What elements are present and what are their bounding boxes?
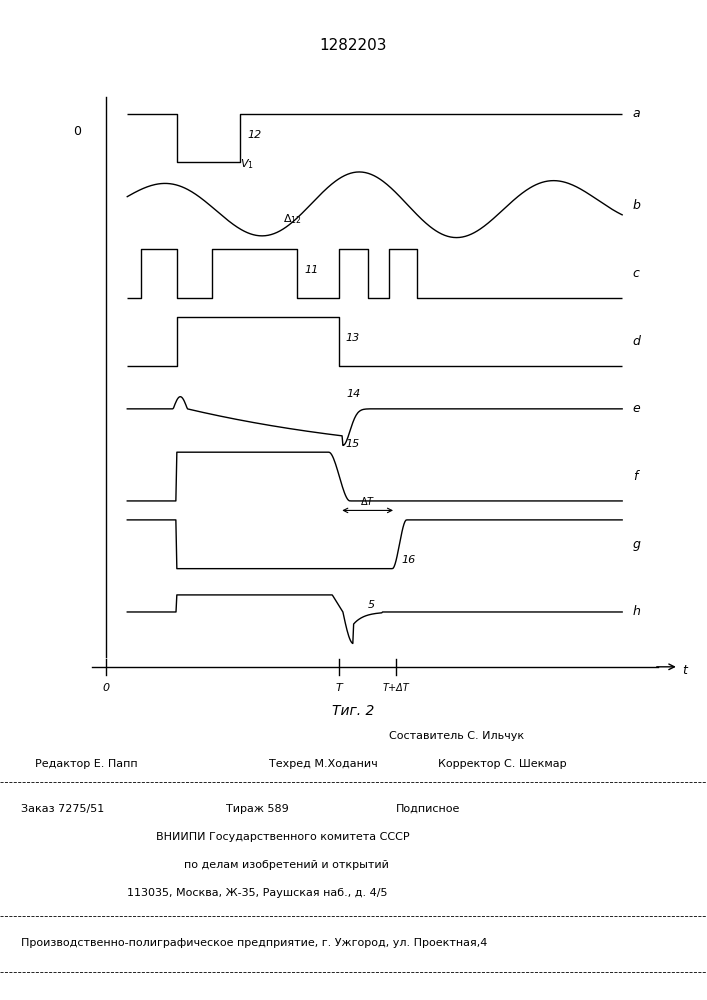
- Text: $\Delta_{12}$: $\Delta_{12}$: [283, 213, 302, 226]
- Text: 113035, Москва, Ж-35, Раушская наб., д. 4/5: 113035, Москва, Ж-35, Раушская наб., д. …: [127, 888, 387, 898]
- Text: $\Delta T$: $\Delta T$: [360, 495, 375, 507]
- Text: 15: 15: [345, 439, 359, 449]
- Text: 14: 14: [346, 389, 361, 399]
- Text: 12: 12: [247, 130, 262, 140]
- Text: Тираж 589: Тираж 589: [226, 804, 289, 814]
- Text: a: a: [633, 107, 641, 120]
- Text: f: f: [633, 470, 637, 483]
- Text: b: b: [633, 199, 641, 212]
- Text: по делам изобретений и открытий: по делам изобретений и открытий: [184, 860, 389, 870]
- Text: e: e: [633, 402, 641, 415]
- Text: Производственно-полиграфическое предприятие, г. Ужгород, ул. Проектная,4: Производственно-полиграфическое предприя…: [21, 938, 488, 948]
- Text: Подписное: Подписное: [396, 804, 460, 814]
- Text: 5: 5: [368, 600, 375, 610]
- Text: Заказ 7275/51: Заказ 7275/51: [21, 804, 105, 814]
- Text: 16: 16: [402, 555, 416, 565]
- Text: 0: 0: [103, 683, 110, 693]
- Text: g: g: [633, 538, 641, 551]
- Text: T: T: [336, 683, 343, 693]
- Text: t: t: [682, 664, 687, 677]
- Text: Техред М.Ходанич: Техред М.Ходанич: [269, 759, 378, 769]
- Text: $V_1$: $V_1$: [240, 157, 255, 171]
- Text: Τиг. 2: Τиг. 2: [332, 704, 375, 718]
- Text: 1282203: 1282203: [320, 38, 387, 53]
- Text: c: c: [633, 267, 640, 280]
- Text: T+ΔT: T+ΔT: [382, 683, 409, 693]
- Text: h: h: [633, 605, 641, 618]
- Text: 13: 13: [345, 333, 359, 343]
- Text: 11: 11: [304, 265, 318, 275]
- Text: ВНИИПИ Государственного комитета СССР: ВНИИПИ Государственного комитета СССР: [156, 832, 409, 842]
- Text: Редактор Е. Папп: Редактор Е. Папп: [35, 759, 138, 769]
- Text: d: d: [633, 335, 641, 348]
- Text: Составитель С. Ильчук: Составитель С. Ильчук: [389, 731, 524, 741]
- Text: 0: 0: [74, 125, 81, 138]
- Text: Корректор С. Шекмар: Корректор С. Шекмар: [438, 759, 567, 769]
